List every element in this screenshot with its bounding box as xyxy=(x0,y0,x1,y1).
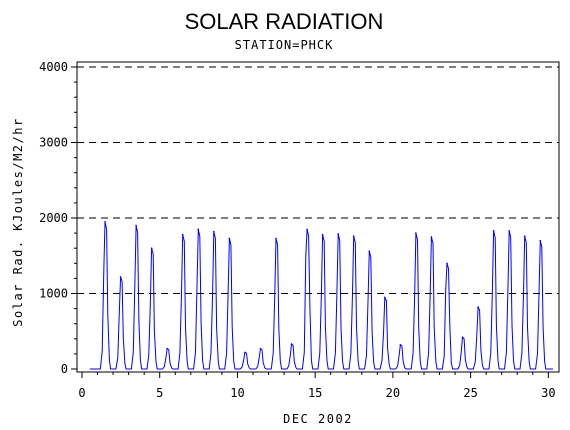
peak-point xyxy=(181,233,184,236)
chart-subtitle: STATION=PHCK xyxy=(235,38,334,52)
peak-point xyxy=(259,347,262,350)
peak-point xyxy=(539,239,542,242)
peak-point xyxy=(119,276,122,278)
y-axis-label: Solar Rad. KJoules/M2/hr xyxy=(11,117,25,326)
peak-point xyxy=(306,228,308,231)
peak-point xyxy=(523,235,526,237)
peak-point xyxy=(384,296,386,299)
peak-point xyxy=(290,343,293,345)
y-tick-label-3000: 3000 xyxy=(39,136,68,150)
x-tick-label-25: 25 xyxy=(463,386,477,400)
peak-point xyxy=(166,347,168,350)
y-tick-label-2000: 2000 xyxy=(39,211,68,225)
series-group xyxy=(89,220,553,370)
peak-point xyxy=(197,228,200,231)
peak-point xyxy=(135,224,137,227)
peak-point xyxy=(244,351,246,354)
x-tick-label-20: 20 xyxy=(386,386,400,400)
series-line-0 xyxy=(89,221,553,370)
y-tick-label-4000: 4000 xyxy=(39,60,68,74)
x-tick-label-15: 15 xyxy=(308,386,322,400)
plot-frame xyxy=(76,61,560,373)
peak-point xyxy=(430,236,433,238)
peak-point xyxy=(461,336,464,339)
peak-point xyxy=(415,232,417,234)
gridlines xyxy=(77,66,559,294)
x-tick-label-5: 5 xyxy=(156,386,163,400)
peak-point xyxy=(508,230,510,232)
peak-point xyxy=(477,306,479,308)
x-tick-label-10: 10 xyxy=(230,386,244,400)
x-axis-label: DEC 2002 xyxy=(283,412,353,426)
peak-point xyxy=(492,230,495,232)
peak-point xyxy=(352,235,355,237)
peak-point xyxy=(321,233,324,236)
peak-point xyxy=(213,230,215,233)
peak-point xyxy=(337,233,339,235)
peak-point xyxy=(399,344,402,346)
peak-point xyxy=(275,237,277,240)
y-axis: 0 1000 2000 3000 4000 xyxy=(39,60,77,376)
chart-title: SOLAR RADIATION xyxy=(185,9,384,34)
peak-point xyxy=(228,237,231,240)
x-axis: 0 5 10 15 20 25 30 xyxy=(78,372,556,400)
peak-point xyxy=(104,220,106,223)
x-tick-label-0: 0 xyxy=(78,386,85,400)
y-tick-label-0: 0 xyxy=(61,362,68,376)
peak-point xyxy=(368,250,371,253)
x-tick-label-30: 30 xyxy=(541,386,555,400)
peak-point xyxy=(150,247,153,249)
y-tick-label-1000: 1000 xyxy=(39,287,68,301)
peak-point xyxy=(446,262,448,265)
